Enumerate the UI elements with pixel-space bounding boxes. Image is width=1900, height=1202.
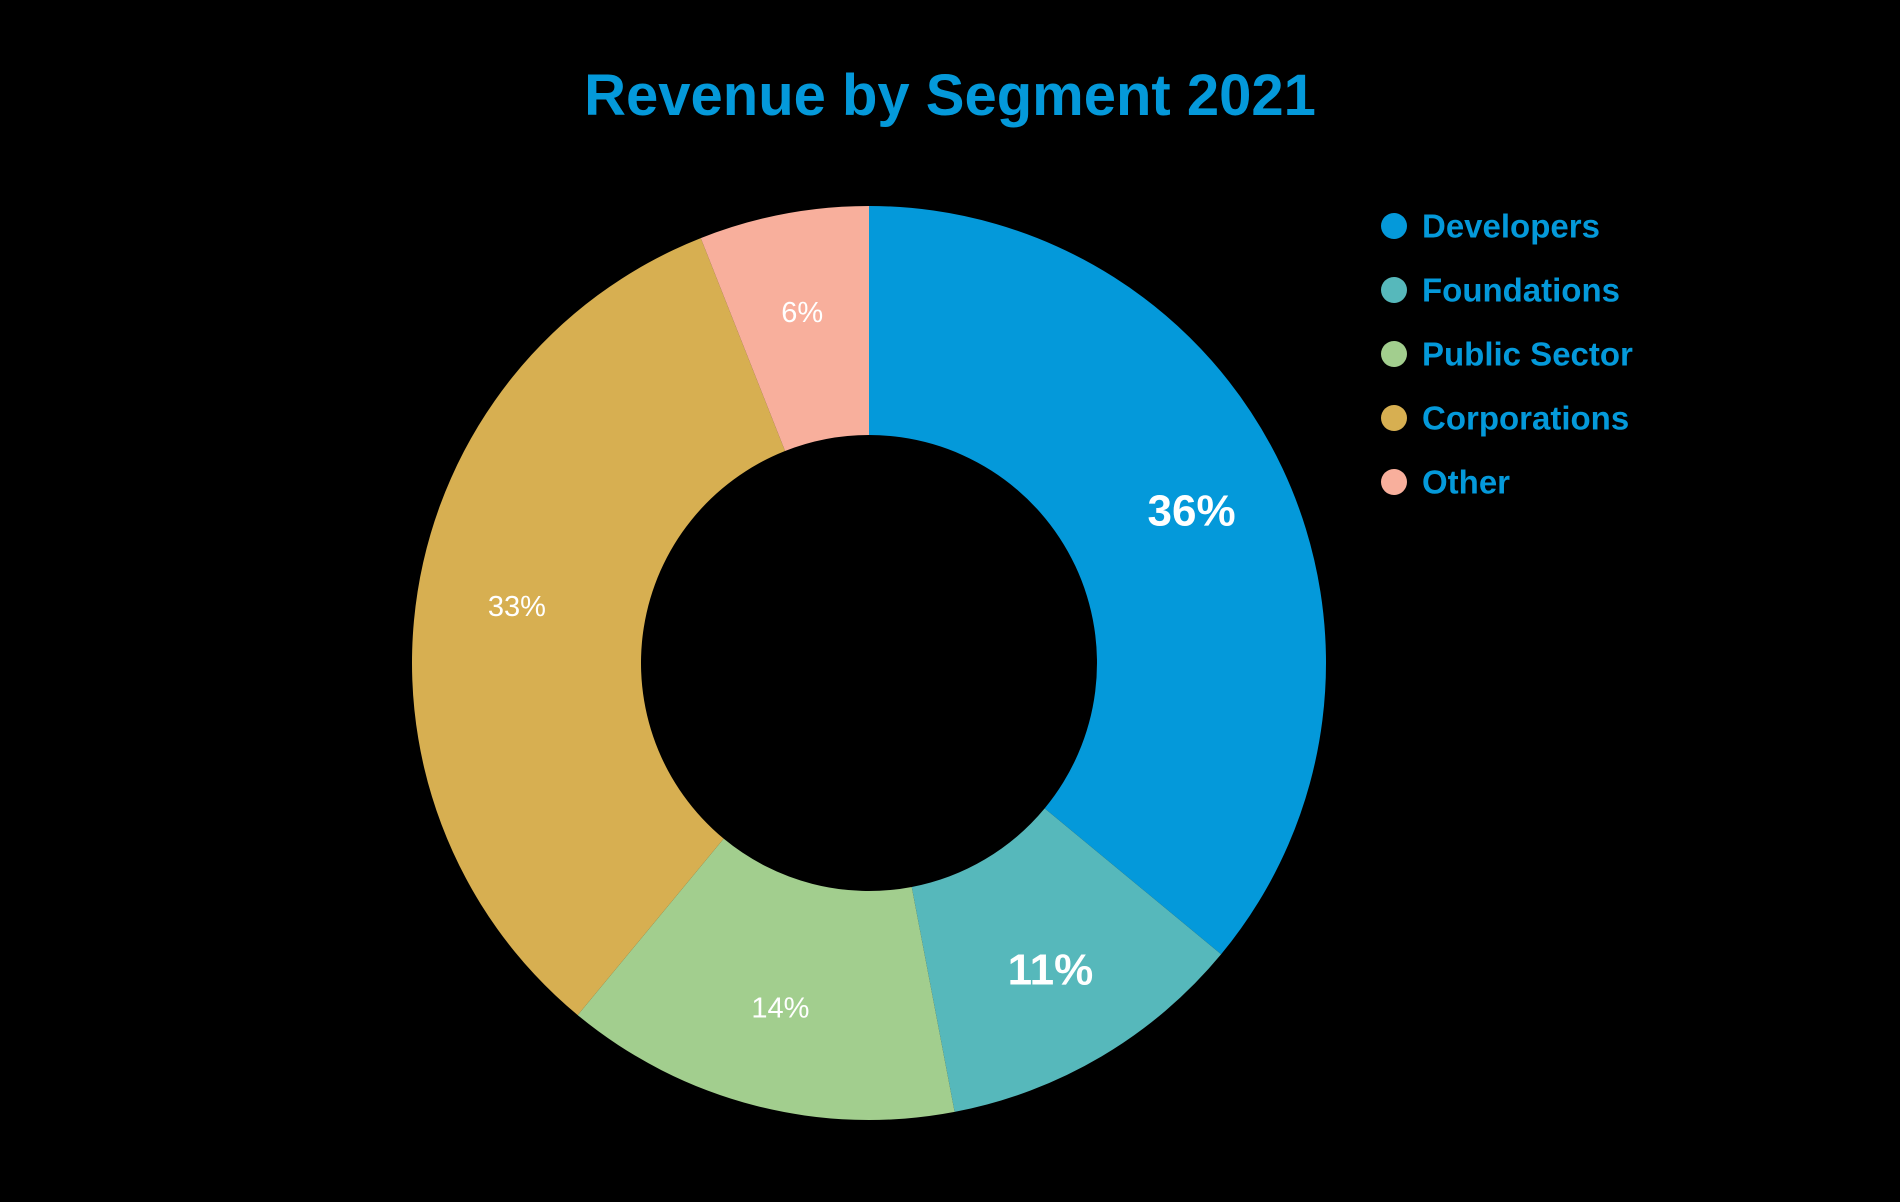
slice-label-foundations: 11% [1008, 945, 1094, 994]
legend: Developers Foundations Public Sector Corpor… [1381, 208, 1633, 501]
legend-label: Foundations [1422, 272, 1620, 309]
slice-label-developers: 36% [1148, 487, 1236, 536]
legend-swatch [1381, 277, 1407, 303]
slice-other [700, 206, 869, 452]
legend-swatch [1381, 469, 1407, 495]
slice-corporations [411, 238, 786, 1016]
legend-label: Corporations [1422, 400, 1629, 437]
slice-foundations [911, 808, 1222, 1112]
legend-item-corporations: Corporations [1381, 400, 1629, 437]
slice-label-other: 6% [781, 297, 823, 329]
slice-labels: 36% 11% 14% 33% 6% [488, 297, 1236, 1024]
legend-swatch [1381, 405, 1407, 431]
legend-item-developers: Developers [1381, 208, 1600, 245]
legend-label: Developers [1422, 208, 1600, 245]
legend-item-other: Other [1381, 464, 1510, 501]
slice-developers [869, 206, 1326, 955]
legend-swatch [1381, 213, 1407, 239]
legend-label: Other [1422, 464, 1510, 501]
donut-slices [411, 206, 1326, 1120]
chart-title: Revenue by Segment 2021 [584, 63, 1316, 128]
legend-swatch [1381, 341, 1407, 367]
legend-label: Public Sector [1422, 336, 1633, 373]
slice-public-sector [577, 838, 955, 1120]
legend-item-public-sector: Public Sector [1381, 336, 1633, 373]
legend-item-foundations: Foundations [1381, 272, 1620, 309]
slice-label-public-sector: 14% [751, 992, 809, 1024]
slice-label-corporations: 33% [488, 591, 546, 623]
